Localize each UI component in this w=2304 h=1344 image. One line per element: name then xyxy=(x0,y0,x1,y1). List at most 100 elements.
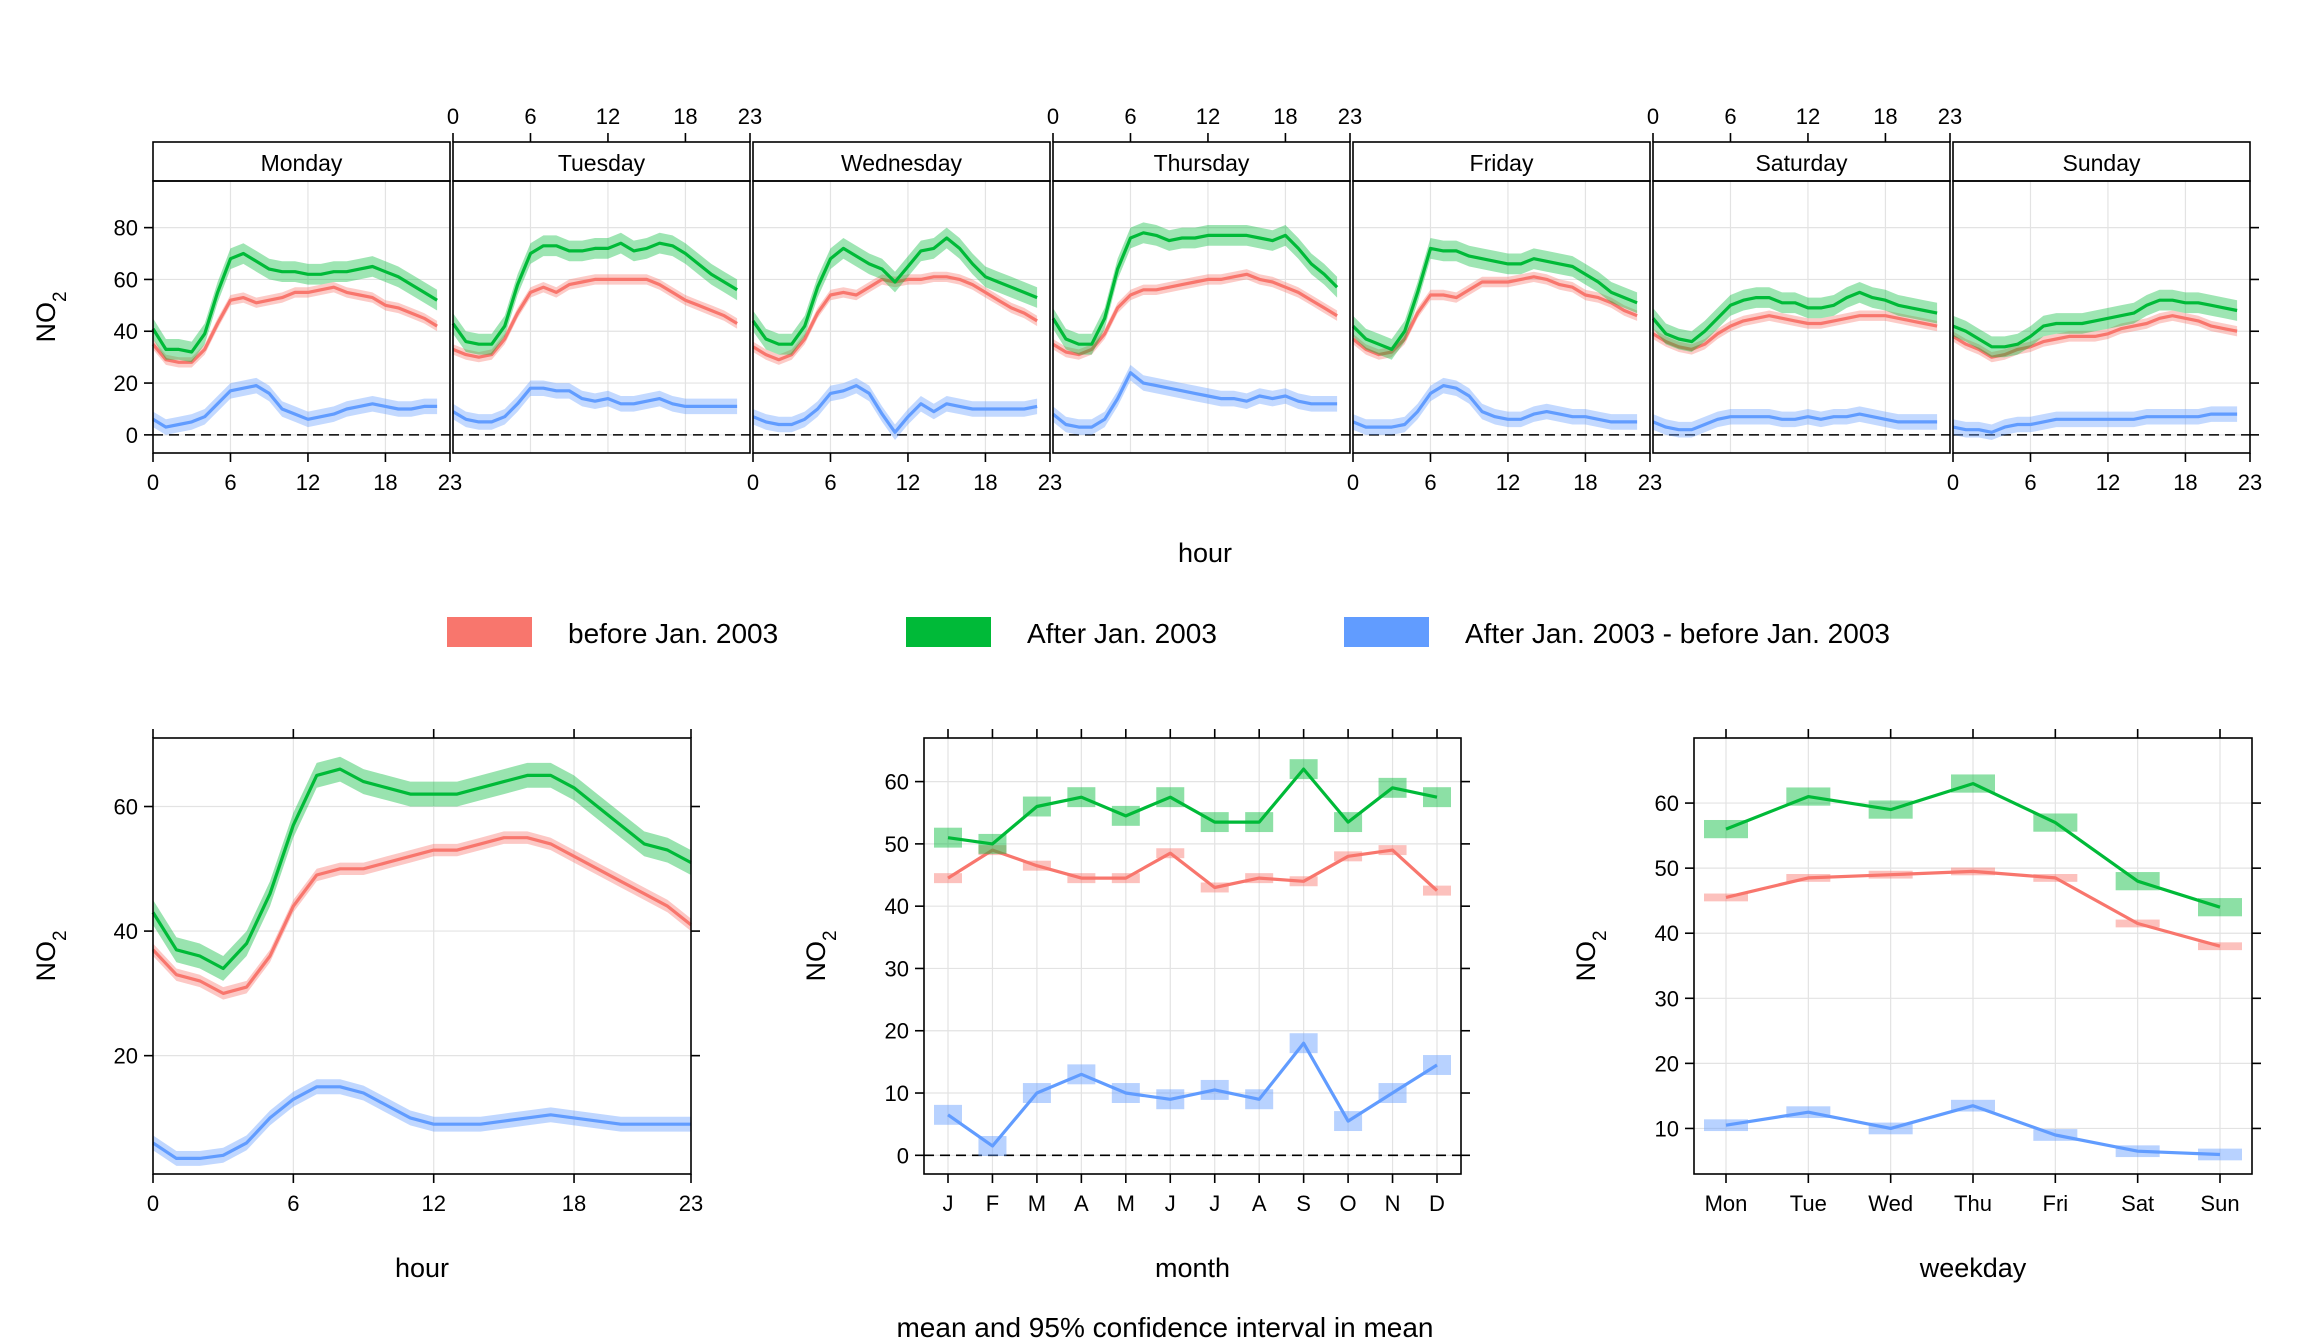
x-tick-label: 0 xyxy=(147,470,159,495)
y-tick-label: 60 xyxy=(114,795,138,820)
x-tick-label: 18 xyxy=(562,1191,586,1216)
panel-frame xyxy=(1352,180,1651,454)
legend-label-after: After Jan. 2003 xyxy=(1027,618,1217,649)
after-line xyxy=(947,767,1438,846)
x-tick-label: 0 xyxy=(1047,104,1059,129)
legend-label-before: before Jan. 2003 xyxy=(568,618,778,649)
strip-label: Sunday xyxy=(2062,150,2141,176)
y-tick-label: 10 xyxy=(885,1081,909,1106)
y-tick-label: 0 xyxy=(126,423,138,448)
y-tick-label: 50 xyxy=(1655,856,1679,881)
x-tick-label: 6 xyxy=(1724,104,1736,129)
x-tick-label: Mon xyxy=(1705,1191,1748,1216)
strip xyxy=(452,141,751,182)
x-tick-label: 12 xyxy=(296,470,320,495)
before-line xyxy=(1652,314,1938,351)
before-ci-box xyxy=(1704,893,1748,902)
strip xyxy=(1952,141,2251,182)
hour-panel: 0 6 12 18 23 20 40 60 NO2 hour xyxy=(31,729,703,1283)
x-axis-title: month xyxy=(1155,1253,1230,1283)
after-ci-band xyxy=(453,232,738,355)
x-axis-title: hour xyxy=(1178,538,1232,568)
before-line xyxy=(1351,275,1638,357)
day-panel-friday: Friday 0 6 12 18 23 xyxy=(1347,141,1662,495)
diff-line xyxy=(1652,412,1938,432)
y-tick-label: 40 xyxy=(114,319,138,344)
x-tick-label: 12 xyxy=(421,1191,445,1216)
diff-line xyxy=(1952,412,2238,434)
y-tick-label: 30 xyxy=(885,956,909,981)
x-tick-label: Sun xyxy=(2200,1191,2239,1216)
y-tick-label: 40 xyxy=(885,894,909,919)
panel-frame xyxy=(1952,180,2251,454)
day-panel-wednesday: Wednesday 0 6 12 18 23 xyxy=(747,141,1062,495)
strip-label: Saturday xyxy=(1755,150,1848,176)
day-panel-tuesday: Tuesday 0 6 12 18 23 xyxy=(447,104,762,454)
strip-label: Wednesday xyxy=(841,150,963,176)
panel-frame xyxy=(752,180,1051,454)
before-line xyxy=(1052,272,1338,357)
y-tick-label: 40 xyxy=(1655,921,1679,946)
x-tick-label: A xyxy=(1074,1191,1089,1216)
x-tick-label: Tue xyxy=(1790,1191,1827,1216)
before-line xyxy=(151,285,438,364)
x-tick-label: 6 xyxy=(2024,470,2036,495)
x-tick-label: O xyxy=(1340,1191,1357,1216)
x-tick-label: 12 xyxy=(1196,104,1220,129)
x-axis-title: hour xyxy=(395,1253,449,1283)
y-axis-title: NO2 xyxy=(801,930,841,981)
legend-label-diff: After Jan. 2003 - before Jan. 2003 xyxy=(1465,618,1890,649)
x-tick-label: 23 xyxy=(1338,104,1362,129)
x-tick-label: F xyxy=(986,1191,999,1216)
y-tick-label: 20 xyxy=(885,1019,909,1044)
x-tick-label: 23 xyxy=(2238,470,2262,495)
x-tick-label: D xyxy=(1429,1191,1445,1216)
diff-line xyxy=(152,384,438,429)
x-tick-label: 6 xyxy=(287,1191,299,1216)
before-line xyxy=(1952,314,2238,359)
y-tick-label: 20 xyxy=(1655,1051,1679,1076)
diff-line xyxy=(1352,384,1638,429)
panel-frame xyxy=(452,180,751,454)
x-axis-title: weekday xyxy=(1919,1253,2027,1283)
legend: before Jan. 2003 After Jan. 2003 After Jan… xyxy=(447,617,1890,649)
before-line xyxy=(151,836,692,995)
x-tick-label: 18 xyxy=(2173,470,2197,495)
y-tick-label: 40 xyxy=(114,919,138,944)
x-tick-label: J xyxy=(1165,1191,1176,1216)
diff-line xyxy=(752,384,1038,434)
x-tick-label: 12 xyxy=(2096,470,2120,495)
x-tick-label: 18 xyxy=(373,470,397,495)
y-tick-label: 50 xyxy=(885,832,909,857)
y-tick-label: 60 xyxy=(1655,791,1679,816)
before-ci-band xyxy=(1353,271,1638,360)
before-ci-band xyxy=(753,271,1038,365)
before-line xyxy=(1725,869,2221,948)
after-line xyxy=(1725,782,2221,909)
diff-line xyxy=(1051,371,1338,429)
diff-ci-band xyxy=(153,377,438,435)
y-axis-title: NO2 xyxy=(31,291,71,342)
strip-label: Monday xyxy=(261,150,343,176)
x-tick-label: 0 xyxy=(1947,470,1959,495)
x-tick-label: 23 xyxy=(438,470,462,495)
y-axis-title: NO2 xyxy=(31,930,71,981)
x-tick-label: J xyxy=(1209,1191,1220,1216)
x-tick-label: Wed xyxy=(1868,1191,1913,1216)
before-line xyxy=(947,848,1439,892)
before-ci-band xyxy=(153,282,438,368)
day-panel-thursday: Thursday 0 6 12 18 23 xyxy=(1047,104,1362,454)
after-ci-band xyxy=(753,227,1038,355)
weekday-panel: Mon Tue Wed Thu Fri Sat Sun 10 20 30 40 50 60 NO2 week… xyxy=(1571,729,2261,1283)
panel-frame xyxy=(923,737,1462,1175)
before-line xyxy=(452,277,738,359)
before-ci-box xyxy=(934,873,962,884)
after-line xyxy=(151,767,692,971)
x-tick-label: 23 xyxy=(1638,470,1662,495)
legend-swatch-diff xyxy=(1344,617,1429,647)
x-tick-label: 6 xyxy=(224,470,236,495)
x-tick-label: M xyxy=(1117,1191,1135,1216)
legend-swatch-after xyxy=(906,617,991,647)
legend-swatch-before xyxy=(447,617,532,647)
y-tick-label: 60 xyxy=(885,770,909,795)
